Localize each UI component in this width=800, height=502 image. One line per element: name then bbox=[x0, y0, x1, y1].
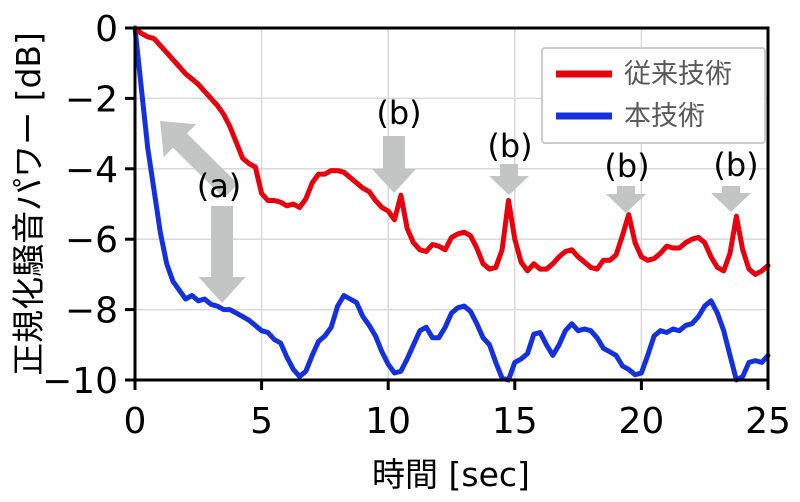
annotation-arrow bbox=[711, 186, 751, 212]
x-tick-label: 0 bbox=[124, 401, 147, 442]
annotation-label: (a) bbox=[197, 167, 242, 205]
legend-label-proposed: 本技術 bbox=[624, 101, 705, 132]
y-tick-label: −8 bbox=[65, 291, 118, 332]
legend: 従来技術 本技術 bbox=[541, 47, 766, 144]
axis-ticks bbox=[125, 26, 770, 390]
x-tick-label: 15 bbox=[492, 401, 538, 442]
annotation-label: (b) bbox=[713, 146, 758, 184]
x-tick-label: 5 bbox=[250, 401, 273, 442]
axis-tick-labels: 0 5 10 15 20 25 0 −2 −4 −6 −8 −10 bbox=[42, 9, 791, 442]
annotation-label: (b) bbox=[487, 127, 532, 165]
annotation-arrow bbox=[489, 164, 529, 195]
x-axis-label: 時間 [sec] bbox=[372, 455, 530, 494]
annotation-arrows: (a) (b) (b) (b) (b) bbox=[160, 94, 759, 303]
annotation-arrow bbox=[160, 121, 238, 199]
y-tick-label: −6 bbox=[65, 220, 118, 261]
x-tick-label: 20 bbox=[618, 401, 664, 442]
plot-border bbox=[133, 26, 770, 382]
series-line-proposed bbox=[132, 25, 771, 383]
x-tick-label: 25 bbox=[745, 401, 791, 442]
annotation-arrow bbox=[198, 206, 246, 303]
x-tick-label: 10 bbox=[365, 401, 411, 442]
annotation-arrow bbox=[606, 186, 646, 213]
y-axis-label: 正規化騒音パワー [dB] bbox=[9, 32, 48, 376]
annotation-arrow bbox=[372, 136, 416, 193]
annotation-label: (b) bbox=[376, 94, 421, 132]
y-tick-label: 0 bbox=[95, 9, 118, 50]
data-series bbox=[132, 25, 771, 383]
y-tick-label: −4 bbox=[65, 150, 118, 191]
y-tick-label: −2 bbox=[65, 79, 118, 120]
y-tick-label: −10 bbox=[42, 361, 118, 402]
annotation-label: (b) bbox=[604, 147, 649, 185]
legend-label-conventional: 従来技術 bbox=[624, 59, 732, 90]
series-line-conventional bbox=[132, 25, 771, 277]
